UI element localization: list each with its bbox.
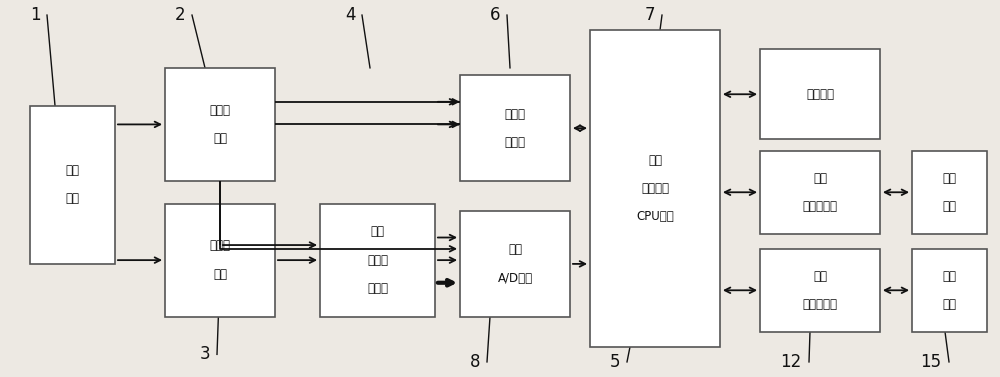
Text: 8: 8 — [470, 353, 480, 371]
Text: 电压: 电压 — [213, 132, 227, 145]
Text: 模块: 模块 — [648, 154, 662, 167]
Text: 插口: 插口 — [942, 270, 956, 283]
Text: 15: 15 — [920, 353, 941, 371]
Text: 传感器: 传感器 — [210, 239, 230, 253]
Text: 电能计: 电能计 — [505, 136, 526, 149]
Bar — [165, 204, 275, 317]
Text: 量模块: 量模块 — [505, 107, 526, 121]
Text: 4: 4 — [345, 6, 356, 24]
Text: 识别控制: 识别控制 — [641, 182, 669, 195]
Text: 输出: 输出 — [942, 200, 956, 213]
Bar — [912, 151, 987, 234]
Text: 继电器控制: 继电器控制 — [803, 200, 838, 213]
Text: 通讯模块: 通讯模块 — [806, 88, 834, 101]
Text: 接口: 接口 — [66, 164, 80, 177]
Text: 模块: 模块 — [508, 243, 522, 256]
Bar — [760, 249, 880, 332]
Text: 迭频谐: 迭频谐 — [367, 282, 388, 295]
Bar — [30, 106, 115, 264]
Text: 模块: 模块 — [813, 172, 827, 185]
Text: CPU负载: CPU负载 — [636, 210, 674, 223]
Bar — [590, 30, 720, 347]
Bar — [320, 204, 435, 317]
Bar — [912, 249, 987, 332]
Text: 波分离: 波分离 — [367, 254, 388, 267]
Text: 7: 7 — [645, 6, 656, 24]
Text: 电流: 电流 — [213, 268, 227, 281]
Text: 3: 3 — [200, 345, 211, 363]
Text: 12: 12 — [780, 353, 801, 371]
Text: 输出: 输出 — [942, 298, 956, 311]
Bar — [460, 75, 570, 181]
Text: 2: 2 — [175, 6, 186, 24]
Text: 模块: 模块 — [370, 225, 384, 238]
Text: A/D转换: A/D转换 — [497, 271, 533, 285]
Text: 6: 6 — [490, 6, 501, 24]
Text: 模块: 模块 — [813, 270, 827, 283]
Bar — [760, 151, 880, 234]
Text: 插口: 插口 — [942, 172, 956, 185]
Text: 电源: 电源 — [66, 192, 80, 205]
Bar — [165, 68, 275, 181]
Bar — [760, 49, 880, 139]
Text: 5: 5 — [610, 353, 620, 371]
Text: 传感器: 传感器 — [210, 104, 230, 117]
Text: 1: 1 — [30, 6, 41, 24]
Text: 继电器控制: 继电器控制 — [803, 298, 838, 311]
Bar — [460, 211, 570, 317]
